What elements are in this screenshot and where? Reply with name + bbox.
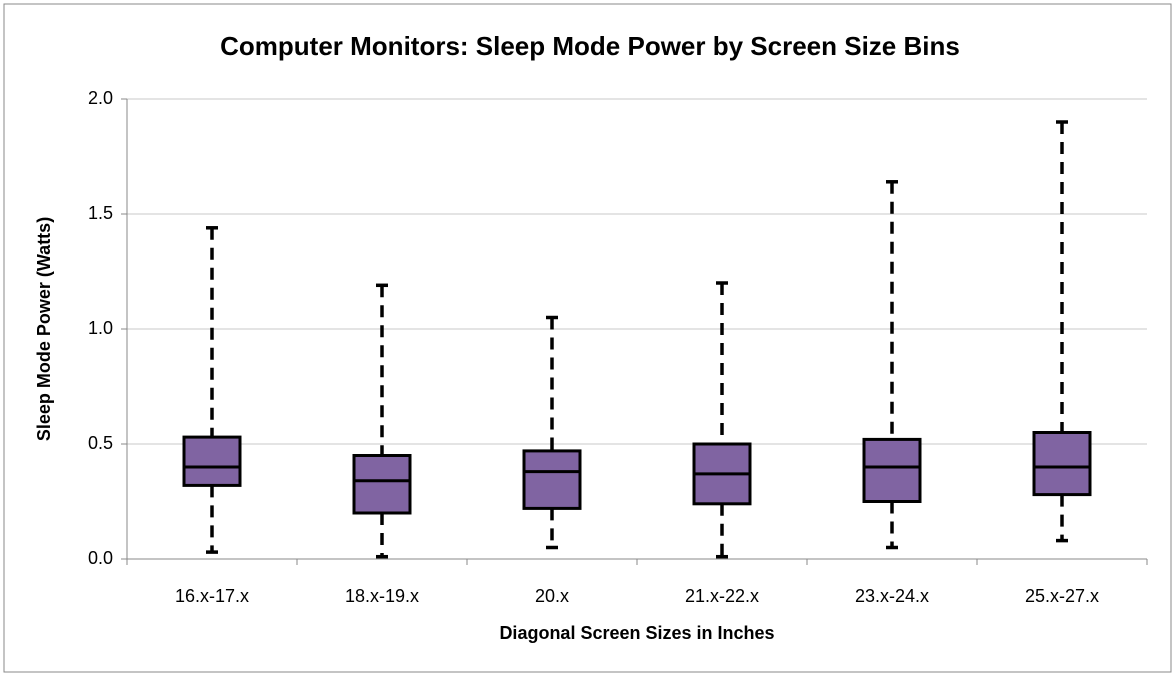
chart-title: Computer Monitors: Sleep Mode Power by S… xyxy=(220,31,960,61)
x-tick-label: 21.x-22.x xyxy=(685,586,759,606)
x-axis-label: Diagonal Screen Sizes in Inches xyxy=(499,623,774,643)
box xyxy=(862,437,922,503)
box xyxy=(522,449,582,510)
box xyxy=(352,454,412,515)
y-tick-label: 1.0 xyxy=(88,318,113,338)
y-tick-label: 2.0 xyxy=(88,88,113,108)
x-tick-label: 25.x-27.x xyxy=(1025,586,1099,606)
y-tick-label: 0.5 xyxy=(88,433,113,453)
box xyxy=(1032,431,1092,497)
box xyxy=(182,435,242,487)
y-tick-label: 1.5 xyxy=(88,203,113,223)
x-tick-label: 23.x-24.x xyxy=(855,586,929,606)
chart-border xyxy=(3,3,1172,673)
x-tick-label: 16.x-17.x xyxy=(175,586,249,606)
y-axis-label: Sleep Mode Power (Watts) xyxy=(34,217,54,441)
y-tick-label: 0.0 xyxy=(88,548,113,568)
x-tick-label: 20.x xyxy=(535,586,569,606)
x-tick-label: 18.x-19.x xyxy=(345,586,419,606)
